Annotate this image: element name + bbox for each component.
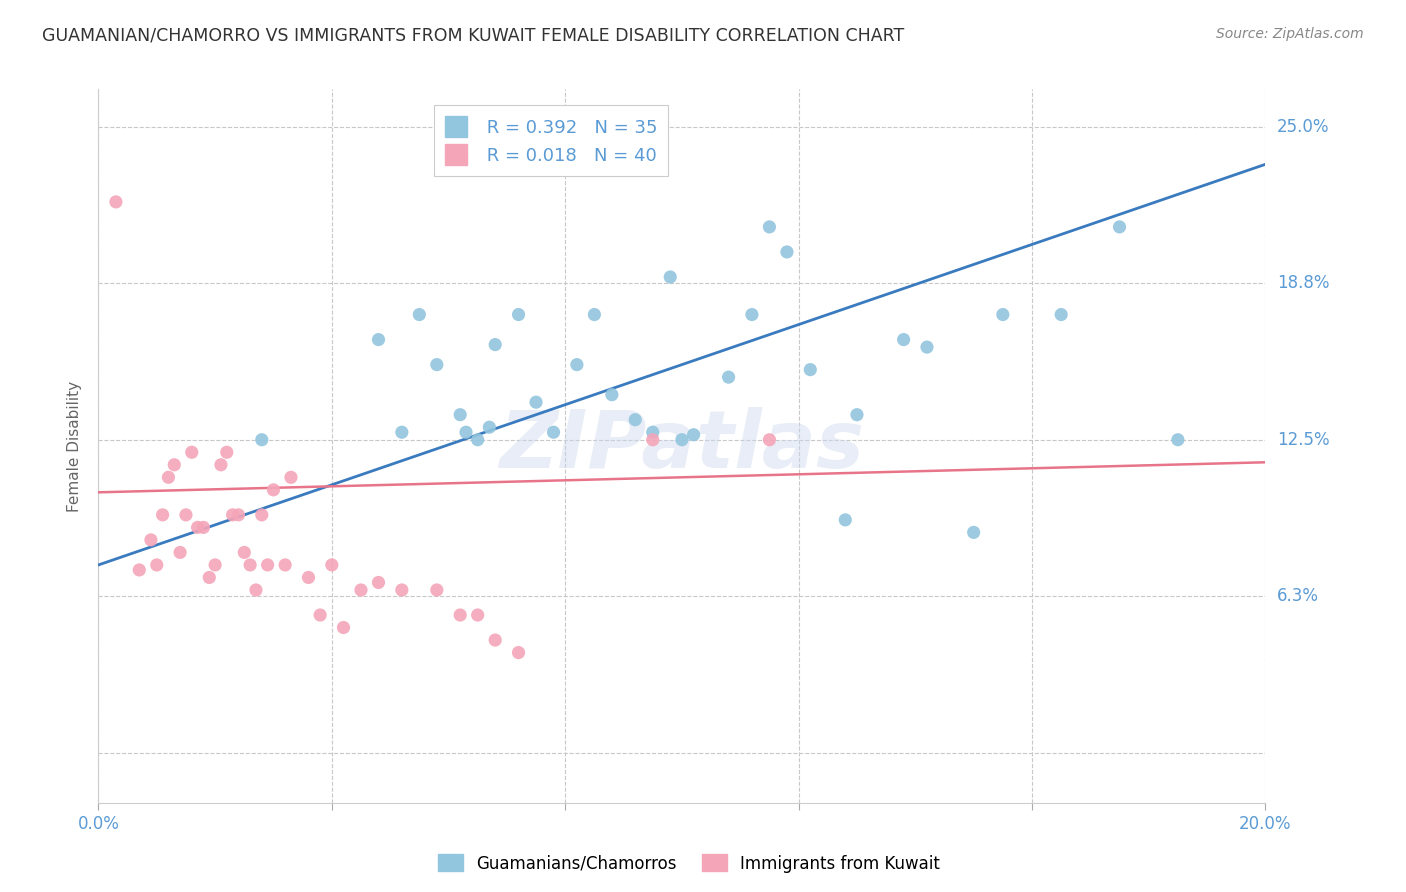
Point <box>671 433 693 447</box>
Point <box>221 508 243 522</box>
Point <box>245 582 267 597</box>
Point <box>157 470 180 484</box>
Text: 18.8%: 18.8% <box>1277 274 1330 293</box>
Point <box>426 358 449 372</box>
Point <box>169 545 191 559</box>
Point <box>180 445 202 459</box>
Point <box>478 420 501 434</box>
Point <box>845 408 868 422</box>
Point <box>543 425 565 440</box>
Point <box>367 333 389 347</box>
Point <box>309 607 332 622</box>
Text: 25.0%: 25.0% <box>1277 118 1330 136</box>
Point <box>741 308 763 322</box>
Legend:  R = 0.392   N = 35,  R = 0.018   N = 40: R = 0.392 N = 35, R = 0.018 N = 40 <box>434 105 668 176</box>
Point <box>659 270 682 285</box>
Point <box>508 308 530 322</box>
Point <box>758 433 780 447</box>
Point <box>174 508 197 522</box>
Point <box>250 433 273 447</box>
Point <box>332 621 354 635</box>
Point <box>321 558 343 572</box>
Point <box>624 413 647 427</box>
Point <box>1050 308 1073 322</box>
Point <box>1108 219 1130 234</box>
Point <box>641 425 664 440</box>
Point <box>449 607 471 622</box>
Point <box>274 558 297 572</box>
Point <box>454 425 477 440</box>
Text: ZIPatlas: ZIPatlas <box>499 407 865 485</box>
Point <box>408 308 430 322</box>
Point <box>1167 433 1189 447</box>
Point <box>139 533 162 547</box>
Point <box>991 308 1014 322</box>
Point <box>152 508 174 522</box>
Point <box>641 433 664 447</box>
Point <box>799 362 821 376</box>
Point <box>449 408 471 422</box>
Point <box>391 582 413 597</box>
Point <box>717 370 740 384</box>
Point <box>682 427 704 442</box>
Point <box>239 558 262 572</box>
Point <box>209 458 232 472</box>
Point <box>250 508 273 522</box>
Point <box>565 358 588 372</box>
Point <box>262 483 284 497</box>
Point <box>391 425 413 440</box>
Point <box>163 458 186 472</box>
Point <box>367 575 389 590</box>
Text: Source: ZipAtlas.com: Source: ZipAtlas.com <box>1216 27 1364 41</box>
Point <box>834 513 856 527</box>
Point <box>915 340 938 354</box>
Point <box>600 387 623 401</box>
Point <box>484 337 506 351</box>
Point <box>233 545 256 559</box>
Point <box>297 570 319 584</box>
Point <box>280 470 302 484</box>
Point <box>467 607 489 622</box>
Point <box>484 633 506 648</box>
Point <box>228 508 250 522</box>
Point <box>256 558 278 572</box>
Point <box>187 520 209 534</box>
Point <box>758 219 780 234</box>
Text: 6.3%: 6.3% <box>1277 587 1319 606</box>
Text: 12.5%: 12.5% <box>1277 431 1330 449</box>
Point <box>215 445 238 459</box>
Point <box>146 558 169 572</box>
Point <box>893 333 915 347</box>
Point <box>524 395 547 409</box>
Point <box>962 525 984 540</box>
Point <box>204 558 226 572</box>
Legend: Guamanians/Chamorros, Immigrants from Kuwait: Guamanians/Chamorros, Immigrants from Ku… <box>432 847 946 880</box>
Y-axis label: Female Disability: Female Disability <box>67 380 83 512</box>
Point <box>193 520 215 534</box>
Point <box>776 244 799 259</box>
Point <box>198 570 221 584</box>
Point <box>467 433 489 447</box>
Point <box>104 194 127 209</box>
Point <box>583 308 606 322</box>
Point <box>508 646 530 660</box>
Point <box>426 582 449 597</box>
Text: GUAMANIAN/CHAMORRO VS IMMIGRANTS FROM KUWAIT FEMALE DISABILITY CORRELATION CHART: GUAMANIAN/CHAMORRO VS IMMIGRANTS FROM KU… <box>42 27 904 45</box>
Point <box>350 582 373 597</box>
Point <box>128 563 150 577</box>
